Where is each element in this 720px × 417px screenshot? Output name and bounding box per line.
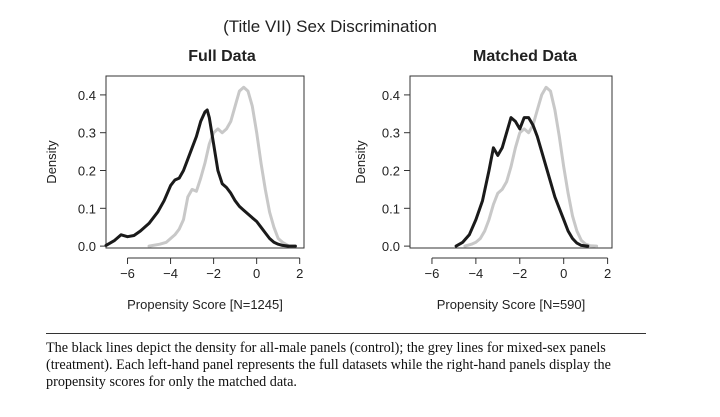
x-tick-label: 2 [604,266,611,281]
x-axis-label: Propensity Score [N=590] [437,297,586,312]
plot-frame [409,75,613,249]
caption-divider [46,333,646,334]
y-tick-label: 0.0 [382,239,400,254]
panel-title: Matched Data [473,48,577,65]
x-tick-label: 2 [296,266,303,281]
y-tick-label: 0.4 [382,88,400,103]
x-tick-label: −2 [512,266,527,281]
control-density-line [454,116,590,248]
y-tick-label: 0.3 [78,126,96,141]
x-tick-label: −4 [163,266,178,281]
y-axis-label: Density [44,140,59,184]
x-tick-label: −4 [468,266,483,281]
y-tick-label: 0.2 [78,164,96,179]
y-tick-label: 0.1 [78,201,96,216]
y-tick-label: 0.4 [78,88,96,103]
y-axis-label: Density [353,140,368,184]
y-tick-label: 0.1 [382,201,400,216]
y-tick-label: 0.0 [78,239,96,254]
figure-canvas: (Title VII) Sex Discrimination Full Data… [44,17,613,312]
panel-full-data: Full Data 0.0 0.1 0.2 0.3 0.4 −6 −4 −2 0 2 Propensi… [44,48,305,312]
panel-matched-data: Matched Data 0.0 0.1 0.2 0.3 0.4 −6 −4 −2 0 2 Prope… [353,48,613,312]
y-tick-label: 0.3 [382,126,400,141]
plot-frame [105,75,305,249]
treatment-density-line [463,85,599,248]
x-tick-label: −6 [425,266,440,281]
figure-title: (Title VII) Sex Discrimination [223,17,437,36]
y-tick-label: 0.2 [382,164,400,179]
panel-title: Full Data [188,48,256,65]
x-tick-label: −2 [206,266,221,281]
control-density-line [104,108,297,248]
figure-caption: The black lines depict the density for a… [46,340,611,390]
x-axis-label: Propensity Score [N=1245] [127,297,283,312]
x-tick-label: 0 [560,266,567,281]
x-tick-label: 0 [253,266,260,281]
x-tick-label: −6 [120,266,135,281]
treatment-density-line [147,85,297,248]
